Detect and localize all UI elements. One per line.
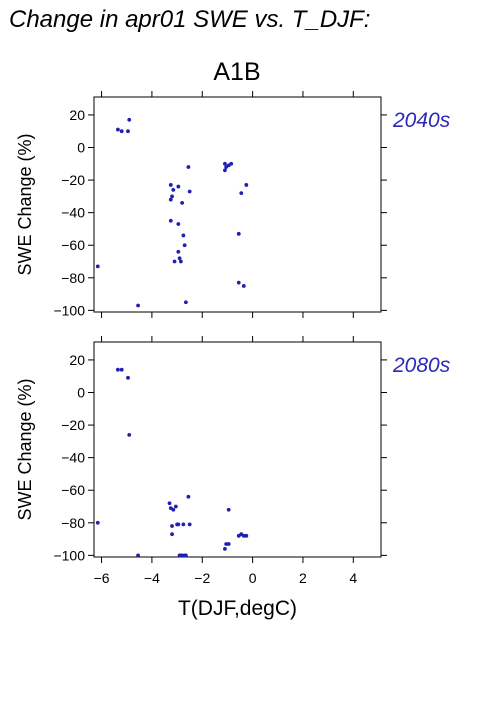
x-axis-label: T(DJF,degC) (178, 597, 297, 620)
y-tick-label: −100 (53, 302, 85, 318)
data-point (244, 533, 249, 538)
data-point (181, 522, 186, 527)
y-tick-label: −100 (53, 547, 85, 563)
data-point (181, 233, 186, 238)
data-point (177, 256, 182, 261)
y-tick-label: −80 (61, 270, 85, 286)
panel-2040s: 20 0 −20 −40 −60 −80 −100 SWE Change (%) 2040s (15, 91, 451, 318)
data-point (226, 542, 231, 546)
data-point (126, 129, 130, 134)
y-tick-label: −40 (61, 450, 85, 466)
figure-title: Change in apr01 SWE vs. T_DJF: (9, 6, 370, 33)
data-point (119, 129, 124, 134)
data-point (170, 524, 174, 528)
data-point (136, 303, 140, 308)
data-point (236, 231, 241, 236)
data-point (127, 117, 132, 122)
data-point (239, 191, 244, 195)
period-label: 2080s (392, 354, 451, 377)
data-point (168, 197, 173, 202)
data-point (183, 553, 188, 558)
data-point (180, 200, 185, 205)
plot-frame (93, 96, 382, 313)
data-point (183, 300, 188, 305)
data-point (186, 165, 191, 169)
y-tick-label: 20 (69, 107, 85, 123)
data-point (176, 249, 181, 254)
x-tick-label: 4 (349, 570, 357, 586)
y-tick-label: −80 (61, 515, 85, 531)
y-tick-label: 20 (69, 352, 85, 368)
data-point (236, 280, 241, 285)
data-point (223, 546, 227, 551)
data-point (226, 507, 231, 512)
data-point (126, 375, 130, 380)
x-tick-label: −6 (94, 570, 110, 586)
data-point (176, 522, 181, 527)
data-point (223, 161, 227, 166)
data-point (168, 218, 173, 223)
data-point (95, 264, 100, 269)
data-point (173, 504, 178, 509)
data-point (241, 284, 246, 288)
data-point (187, 189, 192, 194)
x-tick-label: 2 (299, 570, 307, 586)
data-point (186, 494, 191, 499)
data-point (172, 259, 177, 264)
data-point (171, 187, 176, 192)
data-point (223, 168, 227, 173)
y-tick-label: 0 (77, 384, 85, 400)
data-point (127, 432, 132, 437)
x-tick-label: −2 (194, 570, 210, 586)
data-point (187, 522, 192, 527)
data-point (168, 183, 173, 187)
y-tick-label: −40 (61, 205, 85, 221)
data-point (170, 532, 174, 537)
x-tick-label: −4 (144, 570, 160, 586)
data-point (170, 194, 174, 199)
data-point (176, 222, 181, 226)
y-tick-label: −20 (61, 172, 85, 188)
y-tick-label: 0 (77, 139, 85, 155)
data-point (136, 553, 140, 558)
period-label: 2040s (392, 109, 451, 132)
data-point (229, 161, 234, 166)
y-axis-label: SWE Change (%) (15, 133, 35, 275)
data-point (119, 367, 124, 372)
data-point (95, 520, 100, 525)
data-point (244, 183, 249, 187)
data-point (167, 501, 172, 506)
y-tick-label: −60 (61, 482, 85, 498)
plot-frame (93, 341, 382, 558)
data-point (182, 243, 187, 248)
data-point (171, 507, 176, 512)
data-point (116, 367, 120, 372)
data-point (116, 127, 120, 132)
data-point (178, 259, 183, 264)
y-tick-label: −60 (61, 237, 85, 253)
y-axis-label: SWE Change (%) (15, 378, 35, 520)
y-tick-label: −20 (61, 417, 85, 433)
x-tick-label: 0 (249, 570, 257, 586)
scenario-title: A1B (213, 58, 260, 86)
data-point (176, 184, 181, 189)
